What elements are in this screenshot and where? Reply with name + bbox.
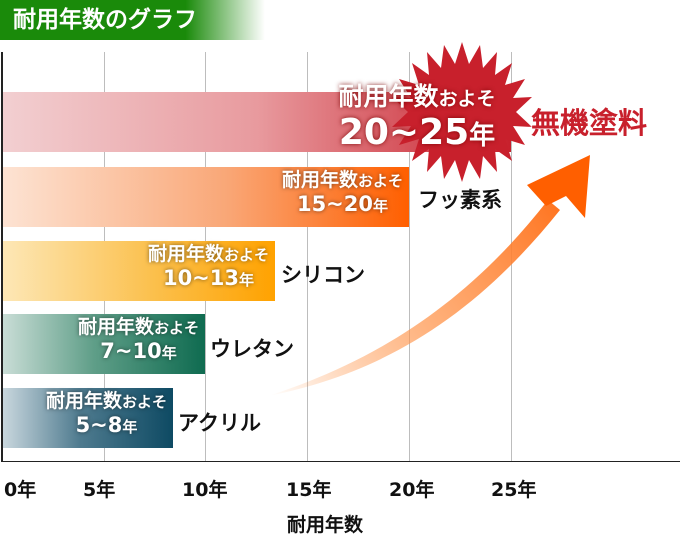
- x-tick-25: 25年: [491, 479, 537, 501]
- x-tick-20: 20年: [389, 479, 435, 501]
- x-tick-15: 15年: [286, 479, 332, 501]
- bar-urethane: 耐用年数およそ 7~10年: [3, 314, 205, 374]
- x-axis-line: [1, 461, 680, 462]
- bar-fluorine: 耐用年数およそ 15~20年: [3, 167, 409, 227]
- y-axis-line: [1, 52, 3, 462]
- bar-acrylic: 耐用年数およそ 5~8年: [3, 388, 173, 448]
- x-tick-10: 10年: [182, 479, 228, 501]
- x-tick-5: 5年: [83, 479, 116, 501]
- chart-title: 耐用年数のグラフ: [13, 7, 197, 33]
- material-label-inorganic: 無機塗料: [531, 106, 648, 140]
- starburst-icon: [392, 42, 532, 182]
- bar-label-silicone: 耐用年数およそ 10~13年: [147, 243, 269, 290]
- x-tick-0: 0年: [4, 479, 37, 501]
- material-label-acrylic: アクリル: [178, 411, 261, 435]
- x-axis-label: 耐用年数: [287, 514, 364, 536]
- bar-label-acrylic: 耐用年数およそ 5~8年: [45, 390, 167, 437]
- material-label-urethane: ウレタン: [210, 337, 294, 361]
- bar-label-urethane: 耐用年数およそ 7~10年: [77, 316, 199, 363]
- chart-title-banner: 耐用年数のグラフ: [0, 0, 265, 40]
- bar-label-fluorine: 耐用年数およそ 15~20年: [281, 169, 403, 216]
- bar-label-inorganic: 耐用年数およそ 20~25年: [338, 82, 496, 153]
- bar-silicone: 耐用年数およそ 10~13年: [3, 241, 275, 301]
- material-label-fluorine: フッ素系: [418, 188, 502, 212]
- material-label-silicone: シリコン: [281, 263, 365, 287]
